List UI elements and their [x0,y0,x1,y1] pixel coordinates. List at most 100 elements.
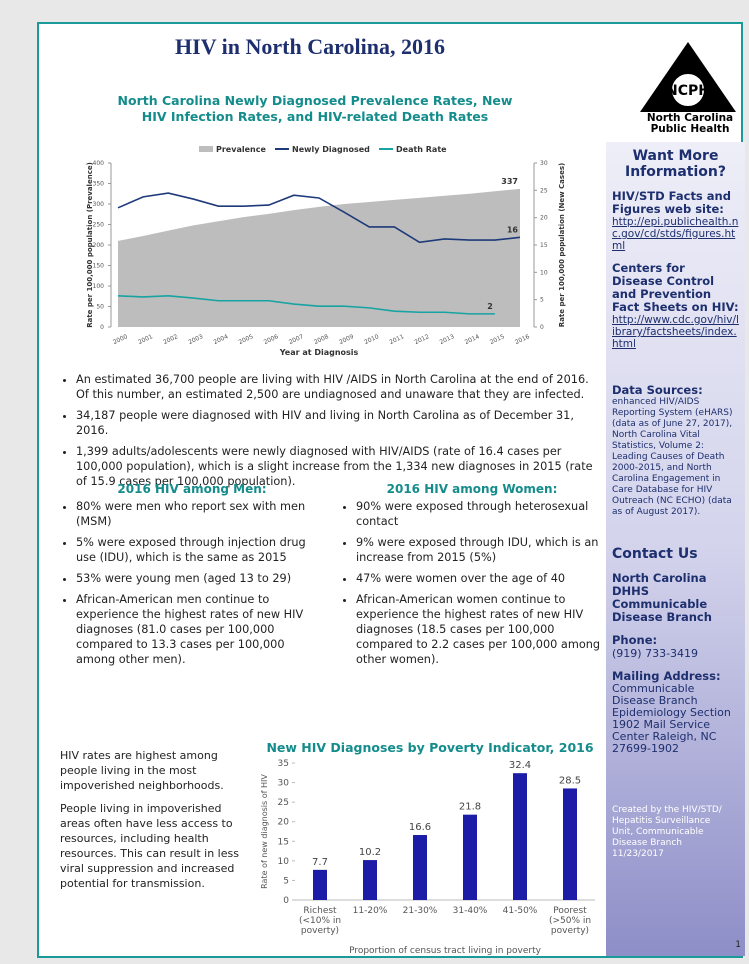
y-tick-label: 5 [283,876,289,886]
chart2-wrap: 0 5 10 15 20 25 30 35 Rate of new diagnosis of H… [255,755,605,960]
y-tick-label: 0 [100,324,104,331]
credit: Created by the HIV/STD/ Hepatitis Survei… [612,805,722,859]
value-label: 10.2 [359,847,381,858]
link[interactable]: http://epi.publichealth.nc.gov/cd/stds/f… [612,216,739,252]
link-label: HIV/STD Facts and Figures web site: [612,189,731,216]
bar [463,814,477,900]
y-tick-label: 300 [93,201,105,208]
bullet: 80% were men who report sex with men (MS… [76,499,326,529]
y-tick-label: 10 [278,857,290,867]
link-label: Centers for Disease Control and Preventi… [612,261,739,314]
phone-label: Phone: [612,633,658,647]
x-tick-label: 2014 [464,333,481,346]
legend-label: Newly Diagnosed [292,145,370,154]
y-axis-label: Rate of new diagnosis of HIV [260,774,269,889]
bullet: An estimated 36,700 people are living wi… [76,372,598,402]
x-tick-label: 2016 [514,333,531,346]
bullet: African-American women continue to exper… [356,592,606,667]
men-section: 2016 HIV among Men: 80% were men who repo… [58,482,326,673]
y-axis-label: Rate per 100,000 population (Prevalence) [86,162,94,328]
x-tick-label: 2011 [388,333,405,346]
bullet: 1,399 adults/adolescents were newly diag… [76,444,598,489]
x-tick-label: 2013 [439,333,456,346]
value-label: 21.8 [459,802,481,813]
y-tick-label: 0 [283,896,289,906]
x-tick-label: 2000 [112,333,129,346]
y2-tick-label: 0 [540,324,544,331]
x-tick-label: 2001 [137,333,154,346]
y-tick-label: 30 [278,779,290,789]
bullet: 47% were women over the age of 40 [356,571,606,586]
bullet: 53% were young men (aged 13 to 29) [76,571,326,586]
y-tick-label: 350 [93,181,105,188]
x-tick-label: Poorest (>50% in poverty) [548,906,592,936]
value-label: 2 [487,302,493,311]
men-title: 2016 HIV among Men: [117,482,267,496]
x-tick-label: 2009 [338,333,355,346]
x-tick-label: 2006 [263,333,280,346]
women-section: 2016 HIV among Women: 90% were exposed th… [338,482,606,673]
mail-label: Mailing Address: [612,669,721,683]
x-tick-label: 2012 [413,333,430,346]
paragraph: HIV rates are highest among people livin… [60,749,224,792]
title: HIV in North Carolina, 2016 [175,34,445,59]
logo-circle [670,72,706,108]
page-number: 1 [735,940,741,950]
legend-label: Death Rate [396,145,447,154]
poverty-text: HIV rates are highest among people livin… [60,748,240,891]
y-tick-label: 400 [93,160,105,167]
sidebar-heading: Want More Information? [624,148,727,180]
y2-tick-label: 15 [540,242,548,249]
x-tick-label: 2007 [288,333,305,346]
link[interactable]: http://www.cdc.gov/hiv/library/factsheet… [612,314,739,350]
y-tick-label: 200 [93,242,105,249]
y2-tick-label: 30 [540,160,548,167]
y2-tick-label: 5 [540,297,544,304]
bar [363,860,377,900]
contact-heading: Contact Us [612,546,698,562]
x-tick-label: 21-30% [402,906,438,916]
value-label: 32.4 [509,760,531,771]
value-label: 337 [501,177,518,186]
bullet-list: An estimated 36,700 people are living wi… [58,372,598,489]
y2-axis-label: Rate per 100,000 population (New Cases) [558,163,566,327]
bar [413,835,427,900]
y-tick-label: 100 [93,283,105,290]
x-tick-label: 31-40% [452,906,488,916]
legend-swatch [199,146,213,152]
women-list: 90% were exposed through heterosexual co… [338,499,606,667]
x-tick-label: 2003 [187,333,204,346]
y-tick-label: 250 [93,222,105,229]
y2-tick-label: 10 [540,269,548,276]
x-tick-label: Richest (<10% in poverty) [298,906,342,936]
sidebar: Want More Information? HIV/STD Facts and… [606,142,745,956]
bullets: An estimated 36,700 people are living wi… [58,372,598,495]
logo-abbr: NCPH [666,83,710,99]
y-tick-label: 20 [278,818,290,828]
line [117,192,521,244]
y-tick-label: 50 [96,304,104,311]
x-tick-label: 41-50% [502,906,538,916]
logo: NCPH [640,42,736,112]
sources-label: Data Sources: [612,383,703,397]
chart1-title: North Carolina Newly Diagnosed Prevalenc… [117,93,513,124]
value-label: 7.7 [312,857,328,868]
y-tick-label: 35 [278,759,289,769]
y-tick-label: 25 [278,798,289,808]
bullet: 90% were exposed through heterosexual co… [356,499,606,529]
men-list: 80% were men who report sex with men (MS… [58,499,326,667]
value-label: 16 [507,225,519,234]
address: Communicable Disease Branch Epidemiology… [612,682,731,755]
x-tick-label: 2008 [313,333,330,346]
area [118,188,520,327]
x-tick-label: 2005 [238,333,255,346]
chart2: 0 5 10 15 20 25 30 35 Rate of new diagnosis of H… [260,759,595,956]
paragraph: People living in impoverished areas ofte… [60,802,239,890]
bullet: African-American men continue to experie… [76,592,326,667]
bullet: 5% were exposed through injection drug u… [76,535,326,565]
chart2-title: New HIV Diagnoses by Poverty Indicator, … [266,740,594,755]
org: North Carolina DHHS Communicable Disease… [612,571,712,624]
bar [513,773,527,900]
chart1: 0 50 100 150 200 250 300 350 400 0 5 10 15 20 25 30 2000… [86,145,566,357]
